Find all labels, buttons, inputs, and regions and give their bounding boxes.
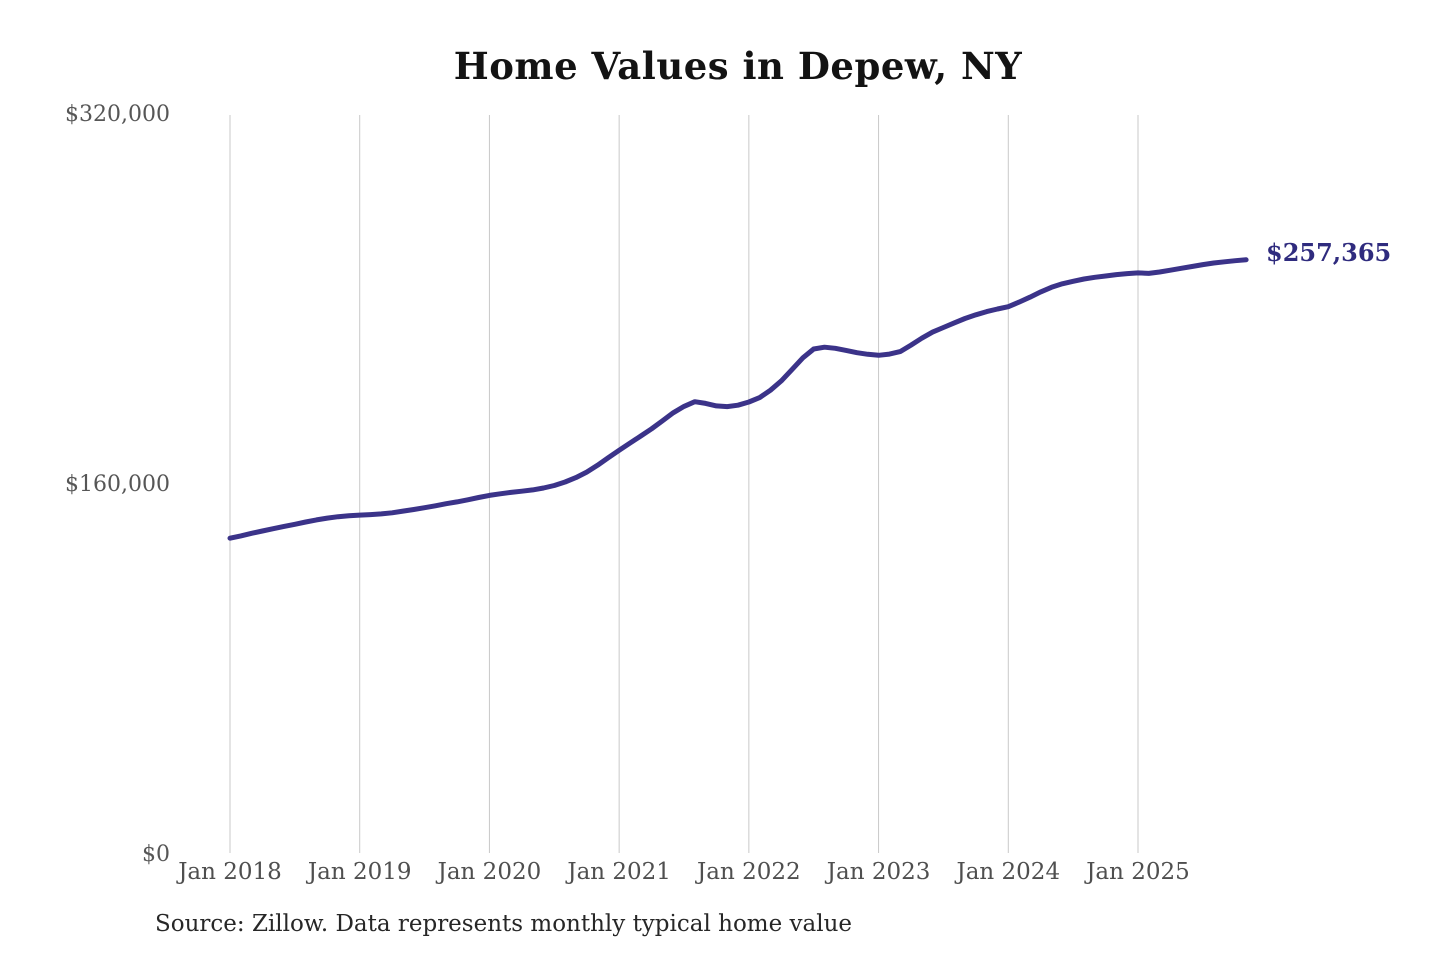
y-axis-tick-label: $160,000 [65,472,170,497]
x-axis-tick-label: Jan 2023 [826,859,931,885]
x-axis-tick-label: Jan 2020 [437,859,542,885]
y-axis-tick-label: $320,000 [65,102,170,127]
x-axis-tick-label: Jan 2018 [178,859,282,885]
x-axis-tick-label: Jan 2019 [307,859,412,885]
x-axis-tick-label: Jan 2024 [956,859,1061,885]
source-note: Source: Zillow. Data represents monthly … [155,911,853,937]
home-value-line [227,257,1249,541]
y-axis-tick-label: $0 [142,842,170,867]
x-axis-tick-label: Jan 2021 [567,859,671,885]
x-axis-tick-label: Jan 2025 [1086,859,1190,885]
latest-value-label: $257,365 [1266,238,1392,267]
x-axis-tick-label: Jan 2022 [697,859,801,885]
gridlines-group [229,115,1139,853]
chart-title: Home Values in Depew, NY [453,44,1023,88]
